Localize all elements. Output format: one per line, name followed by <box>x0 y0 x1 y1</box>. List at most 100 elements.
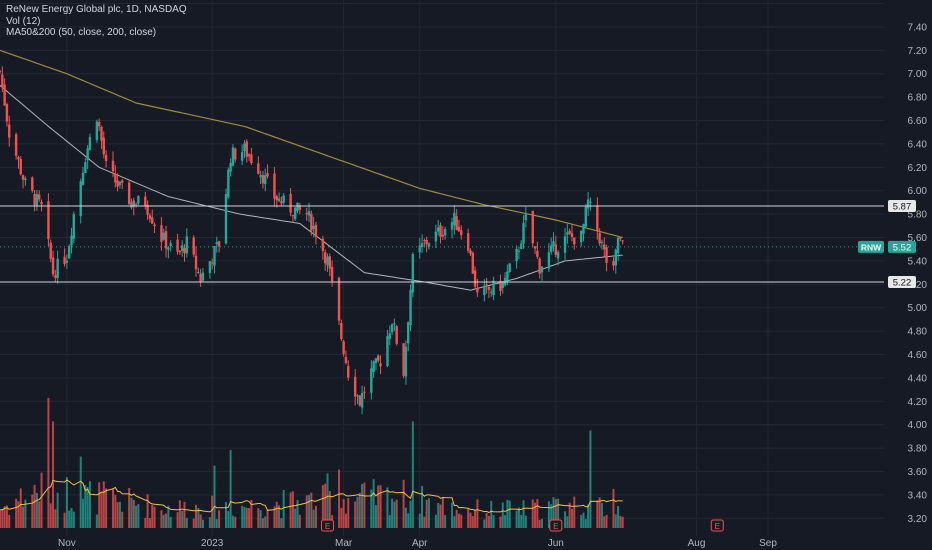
volume-bar <box>536 498 539 528</box>
candle-body <box>377 355 380 361</box>
candle-body <box>411 254 415 293</box>
candle-body <box>224 194 228 244</box>
candle-body <box>439 225 442 237</box>
volume-bar <box>310 492 313 528</box>
candle-body <box>395 326 398 344</box>
candle-body <box>275 196 278 201</box>
candle-body <box>151 217 154 224</box>
legend-volume: Vol (12) <box>6 15 41 27</box>
volume-bar <box>603 516 606 528</box>
volume-bar <box>241 505 244 528</box>
candle-body <box>360 392 364 408</box>
symbol-badge: RNW <box>858 240 884 253</box>
candle-body <box>600 241 604 243</box>
legend-title: ReNew Energy Global plc, 1D, NASDAQ <box>6 4 187 15</box>
candle-body <box>54 275 57 278</box>
candle-body <box>441 234 445 237</box>
price-tick-label: 6.80 <box>908 93 928 104</box>
event-marker-box <box>320 519 334 532</box>
volume-bar <box>550 504 553 528</box>
volume-bar <box>347 498 350 528</box>
volume-bar <box>185 517 188 528</box>
volume-bar <box>176 512 179 528</box>
candle-body <box>393 323 396 325</box>
volume-bar <box>531 499 534 528</box>
volume-bar <box>1 509 4 528</box>
volume-bar <box>35 492 38 528</box>
candle-body <box>492 280 495 296</box>
candle-body <box>132 200 135 207</box>
candle-body <box>31 177 34 191</box>
event-marker-label: E <box>715 522 720 531</box>
candle-body <box>121 180 124 183</box>
volume-bar <box>54 509 57 528</box>
volume-bar <box>614 514 617 528</box>
volume-bar <box>374 505 377 528</box>
volume-bar <box>407 513 410 528</box>
price-axis[interactable]: 3.20 3.40 3.60 3.80 4.00 4.20 4.40 4.60 4.80 5.00… <box>884 0 932 550</box>
candle-body <box>5 104 9 122</box>
time-axis[interactable]: Nov 2023 Mar Apr Jun Aug Sep <box>58 538 777 549</box>
volume-bar <box>617 505 620 528</box>
candle-body <box>353 376 357 397</box>
price-tick-label: 3.60 <box>908 467 928 478</box>
candle-body <box>291 215 295 217</box>
candle-body <box>312 225 315 229</box>
candle-body <box>47 201 50 240</box>
symbol-badge-bg <box>858 240 884 253</box>
volume-bar <box>566 516 569 528</box>
candle-body <box>570 233 574 237</box>
event-marker-label: E <box>553 522 558 531</box>
volume-bar <box>282 490 285 528</box>
volume-bar <box>404 507 407 528</box>
volume-bar <box>342 499 345 528</box>
candle-body <box>515 248 518 262</box>
candle-body <box>280 201 283 204</box>
volume-bar <box>199 514 202 528</box>
volume-bar <box>52 421 55 528</box>
candle-body <box>164 231 168 249</box>
candle-body <box>466 233 470 251</box>
event-marker-box <box>549 519 563 532</box>
volume-bar <box>338 469 341 528</box>
price-tick-label: 7.40 <box>908 22 928 33</box>
candle-body <box>487 286 491 290</box>
volume-bar <box>105 488 108 528</box>
candle-body <box>321 238 325 252</box>
candle-body <box>240 152 244 161</box>
volume-bar <box>132 499 135 528</box>
volume-bar <box>596 500 599 528</box>
last-price-badge-bg <box>888 240 916 253</box>
volume-bar <box>17 501 20 528</box>
chart-legend: ReNew Energy Global plc, 1D, NASDAQ Vol … <box>6 4 187 39</box>
volume-bar <box>95 514 98 528</box>
time-tick-label: Apr <box>412 538 428 549</box>
candle-body <box>460 230 463 236</box>
candle-body <box>296 202 299 211</box>
earnings-event-marker[interactable]: E <box>320 519 334 532</box>
candle-body <box>169 242 172 247</box>
candle-body <box>167 247 170 250</box>
earnings-event-marker[interactable]: E <box>549 519 563 532</box>
volume-bar <box>162 514 165 528</box>
candle-body <box>282 195 285 203</box>
volume-bar <box>547 501 550 528</box>
volume-bar <box>86 487 89 528</box>
volume-bar <box>340 507 343 528</box>
candle-body <box>356 395 359 397</box>
volume-bar <box>146 494 149 528</box>
candle-body <box>51 257 55 275</box>
volume-bar <box>245 507 248 528</box>
event-marker-box <box>710 519 724 532</box>
candle-body <box>38 194 41 200</box>
volume-bar <box>3 506 6 528</box>
candle-body <box>499 280 502 292</box>
volume-bar <box>483 519 486 528</box>
candle-body <box>277 198 281 202</box>
volume-bar <box>98 482 101 528</box>
candle-body <box>584 206 588 227</box>
volume-bar <box>234 516 237 528</box>
candle-body <box>197 271 200 273</box>
earnings-event-marker[interactable]: E <box>710 519 724 532</box>
